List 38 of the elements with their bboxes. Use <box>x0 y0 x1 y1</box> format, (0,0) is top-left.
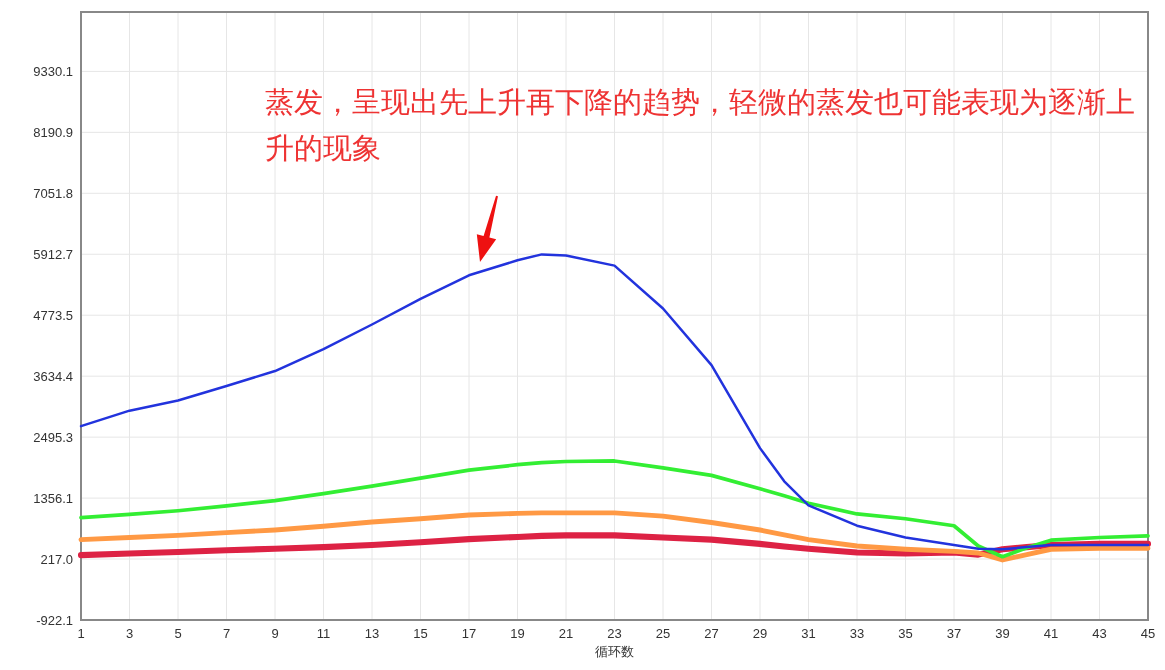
x-tick-label: 5 <box>174 626 182 641</box>
y-tick-label: -922.1 <box>36 612 73 628</box>
x-tick-label: 27 <box>704 626 719 641</box>
x-tick-label: 29 <box>752 626 768 641</box>
x-tick-label: 15 <box>413 626 428 641</box>
y-tick-label: 1356.1 <box>33 490 73 506</box>
x-tick-label: 41 <box>1043 626 1059 641</box>
x-tick-label: 31 <box>801 626 816 641</box>
y-tick-label: 9330.1 <box>33 63 73 79</box>
x-tick-label: 21 <box>558 626 574 641</box>
y-tick-label: 217.0 <box>40 551 73 567</box>
y-tick-label: 8190.9 <box>33 124 73 140</box>
x-tick-label: 17 <box>461 626 477 641</box>
y-tick-label: 3634.4 <box>33 368 73 384</box>
line-series <box>78 510 1151 563</box>
x-tick-label: 25 <box>655 626 671 641</box>
line-series <box>79 253 1150 551</box>
x-tick-label: 9 <box>271 626 279 641</box>
x-tick-label: 37 <box>946 626 962 641</box>
x-tick-label: 35 <box>898 626 913 641</box>
x-tick-label: 1 <box>77 626 85 641</box>
y-tick-label: 5912.7 <box>33 246 73 262</box>
x-tick-label: 45 <box>1140 626 1156 641</box>
annotation: 蒸发，呈现出先上升再下降的趋势，轻微的蒸发也可能表现为逐渐上升的现象 <box>265 85 1135 165</box>
x-tick-label: 23 <box>607 626 622 641</box>
y-tick-label: 4773.5 <box>33 307 73 323</box>
x-tick-label: 39 <box>995 626 1010 641</box>
x-tick-label: 19 <box>510 626 525 641</box>
y-tick-label: 2495.3 <box>33 429 73 445</box>
x-tick-label: 7 <box>222 626 231 641</box>
x-tick-label: 11 <box>316 626 331 641</box>
x-tick-label: 33 <box>849 626 865 641</box>
x-tick-label: 3 <box>125 626 134 641</box>
x-axis-title: 循环数 <box>595 644 634 659</box>
line-series <box>79 459 1150 559</box>
x-tick-label: 43 <box>1092 626 1107 641</box>
x-tick-label: 13 <box>364 626 380 641</box>
y-tick-label: 7051.8 <box>33 185 73 201</box>
